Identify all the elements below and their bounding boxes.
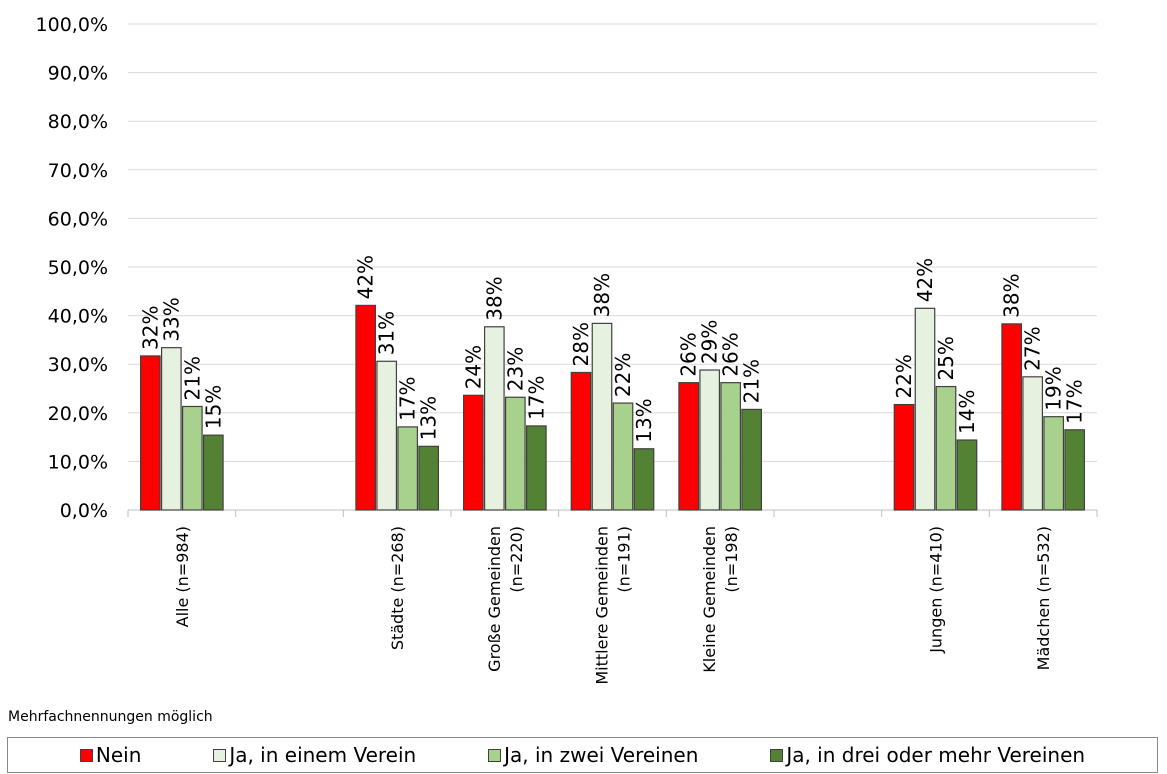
data-label: 19% [1042, 366, 1066, 410]
y-tick-label: 40,0% [48, 306, 108, 328]
bar [376, 360, 398, 511]
category-label: Kleine Gemeinden [700, 526, 719, 673]
y-tick-label: 20,0% [48, 403, 108, 425]
data-label: 17% [524, 375, 548, 419]
legend-swatch-drei-vereine [770, 748, 784, 762]
bar [397, 426, 419, 511]
bar [139, 355, 161, 511]
bar [1043, 416, 1065, 511]
data-label: 27% [1021, 326, 1045, 370]
category-label: (n=191) [615, 526, 634, 593]
y-tick-label: 100,0% [36, 14, 108, 36]
bar [1064, 429, 1086, 511]
category-label: Mädchen (n=532) [1034, 526, 1053, 670]
bar [462, 394, 484, 511]
data-label: 24% [461, 345, 485, 389]
data-label: 22% [611, 353, 635, 397]
bar [483, 326, 505, 511]
bar [720, 382, 742, 511]
bar [525, 425, 547, 511]
data-label: 25% [934, 336, 958, 380]
data-label: 21% [740, 359, 764, 403]
category-label: Alle (n=984) [173, 526, 192, 627]
legend-label-zwei-vereine: Ja, in zwei Vereinen [504, 743, 699, 767]
bar [612, 402, 634, 511]
data-label: 15% [201, 385, 225, 429]
bar [935, 385, 957, 511]
bar [160, 347, 182, 511]
data-label: 17% [1063, 379, 1087, 423]
data-label: 26% [719, 332, 743, 376]
bar [1022, 376, 1044, 511]
legend-label-ein-verein: Ja, in einem Verein [229, 743, 417, 767]
data-label: 38% [590, 273, 614, 317]
y-tick-label: 70,0% [48, 160, 108, 182]
data-label: 29% [698, 320, 722, 364]
bar-chart: 0,0% 10,0% 20,0% 30,0% 40,0% 50,0% 60,0% 70,0% 8… [36, 14, 1098, 685]
data-label: 13% [632, 398, 656, 442]
data-label: 38% [482, 276, 506, 320]
legend-swatch-zwei-vereine [488, 748, 502, 762]
data-label: 23% [503, 347, 527, 391]
data-label: 31% [375, 311, 399, 355]
bar [570, 371, 592, 511]
y-tick-label: 50,0% [48, 257, 108, 279]
legend: Nein Ja, in einem Verein Ja, in zwei Ver… [7, 737, 1158, 773]
legend-item-drei-vereine: Ja, in drei oder mehr Vereinen [770, 743, 1085, 767]
bar [202, 434, 224, 511]
bar [699, 369, 721, 511]
bar [504, 396, 526, 511]
data-label: 13% [417, 396, 441, 440]
footnote: Mehrfachnennungen möglich [8, 709, 213, 725]
bar [741, 408, 763, 511]
bar [633, 448, 655, 511]
legend-swatch-nein [79, 748, 93, 762]
bar [355, 304, 377, 511]
data-label: 42% [354, 255, 378, 299]
bar [956, 439, 978, 511]
bar [1001, 323, 1023, 511]
legend-item-nein: Nein [79, 743, 142, 767]
category-label: Städte (n=268) [388, 526, 407, 650]
bar [678, 382, 700, 511]
bar [181, 405, 203, 511]
data-label: 17% [396, 376, 420, 420]
data-label: 22% [892, 354, 916, 398]
legend-item-zwei-vereine: Ja, in zwei Vereinen [488, 743, 698, 767]
data-label: 28% [569, 322, 593, 366]
bar [914, 307, 936, 511]
bar [418, 445, 440, 511]
legend-swatch-ein-verein [213, 748, 227, 762]
y-tick-label: 0,0% [60, 500, 108, 522]
data-label: 14% [955, 390, 979, 434]
data-label: 26% [677, 332, 701, 376]
y-tick-label: 60,0% [48, 208, 108, 230]
data-label: 21% [180, 356, 204, 400]
legend-item-ein-verein: Ja, in einem Verein [213, 743, 416, 767]
y-tick-label: 30,0% [48, 354, 108, 376]
bar [893, 403, 915, 511]
bar [591, 322, 613, 511]
category-label: (n=220) [507, 526, 526, 593]
data-label: 38% [1000, 273, 1024, 317]
category-label: Mittlere Gemeinden [593, 526, 612, 685]
category-label: Jungen (n=410) [927, 526, 946, 654]
y-tick-label: 80,0% [48, 111, 108, 133]
data-label: 33% [159, 297, 183, 341]
data-label: 32% [138, 305, 162, 349]
category-label: Große Gemeinden [485, 526, 504, 672]
data-label: 42% [913, 258, 937, 302]
legend-label-drei-vereine: Ja, in drei oder mehr Vereinen [786, 743, 1086, 767]
y-tick-label: 10,0% [48, 451, 108, 473]
category-label: (n=198) [722, 526, 741, 593]
legend-label-nein: Nein [95, 743, 142, 767]
y-tick-label: 90,0% [48, 63, 108, 85]
